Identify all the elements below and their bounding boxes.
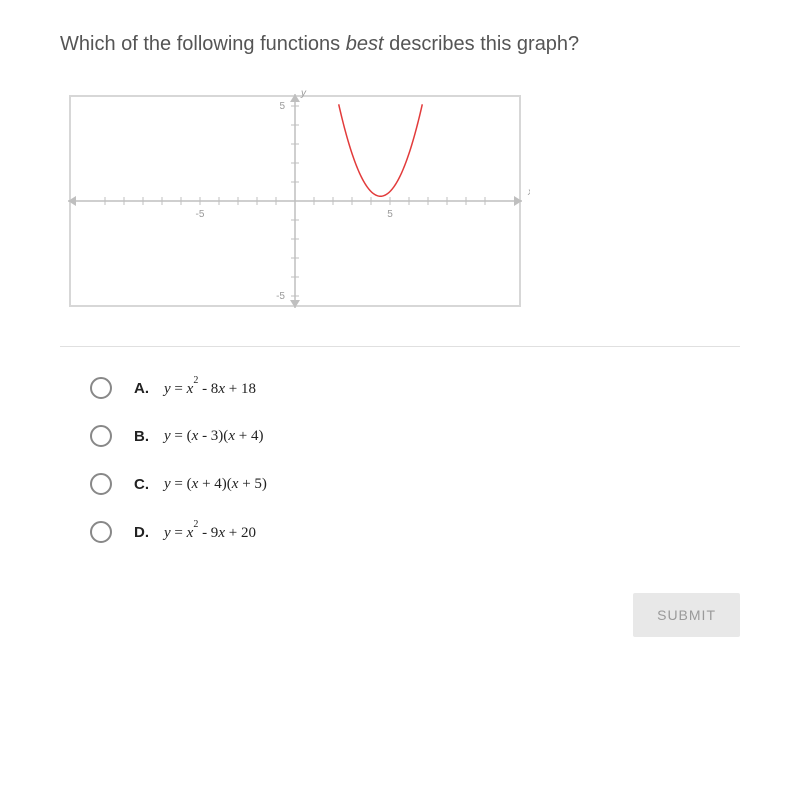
option-equation: y = x2 - 9x + 20: [164, 523, 256, 542]
divider: [60, 346, 740, 347]
option-equation: y = (x - 3)(x + 4): [164, 428, 263, 445]
graph-container: -5 5 -5 5 x y: [60, 86, 530, 316]
svg-text:5: 5: [279, 101, 285, 112]
option-row[interactable]: A. y = x2 - 8x + 18: [90, 377, 740, 399]
options-list: A. y = x2 - 8x + 18 B. y = (x - 3)(x + 4) C.…: [90, 377, 740, 543]
graph-svg: -5 5 -5 5 x y: [60, 86, 530, 316]
question-emph: best: [346, 33, 384, 55]
option-row[interactable]: C. y = (x + 4)(x + 5): [90, 473, 740, 495]
submit-area: SUBMIT: [60, 593, 740, 637]
option-letter: A.: [134, 380, 152, 397]
option-equation: y = (x + 4)(x + 5): [164, 476, 267, 493]
radio-icon[interactable]: [90, 377, 112, 399]
radio-icon[interactable]: [90, 425, 112, 447]
option-row[interactable]: D. y = x2 - 9x + 20: [90, 521, 740, 543]
svg-text:x: x: [527, 187, 530, 198]
option-equation: y = x2 - 8x + 18: [164, 379, 256, 398]
option-letter: D.: [134, 524, 152, 541]
option-row[interactable]: B. y = (x - 3)(x + 4): [90, 425, 740, 447]
question-text: Which of the following functions best de…: [60, 30, 740, 58]
radio-icon[interactable]: [90, 521, 112, 543]
svg-text:5: 5: [387, 209, 393, 220]
question-prefix: Which of the following functions: [60, 33, 346, 55]
svg-text:-5: -5: [196, 209, 205, 220]
svg-text:y: y: [300, 88, 307, 99]
question-suffix: describes this graph?: [384, 33, 580, 55]
option-letter: B.: [134, 428, 152, 445]
svg-text:-5: -5: [276, 291, 285, 302]
radio-icon[interactable]: [90, 473, 112, 495]
option-letter: C.: [134, 476, 152, 493]
submit-button[interactable]: SUBMIT: [633, 593, 740, 637]
